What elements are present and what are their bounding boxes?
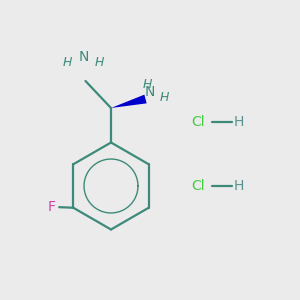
Text: Cl: Cl: [191, 115, 205, 128]
Text: N: N: [79, 50, 89, 64]
Text: H: H: [159, 91, 169, 104]
Text: N: N: [145, 85, 155, 99]
Polygon shape: [111, 94, 147, 108]
Text: H: H: [94, 56, 104, 70]
Text: H: H: [63, 56, 72, 70]
Text: Cl: Cl: [191, 179, 205, 193]
Text: H: H: [142, 78, 152, 92]
Text: F: F: [48, 200, 56, 214]
Text: H: H: [233, 115, 244, 128]
Text: H: H: [233, 179, 244, 193]
